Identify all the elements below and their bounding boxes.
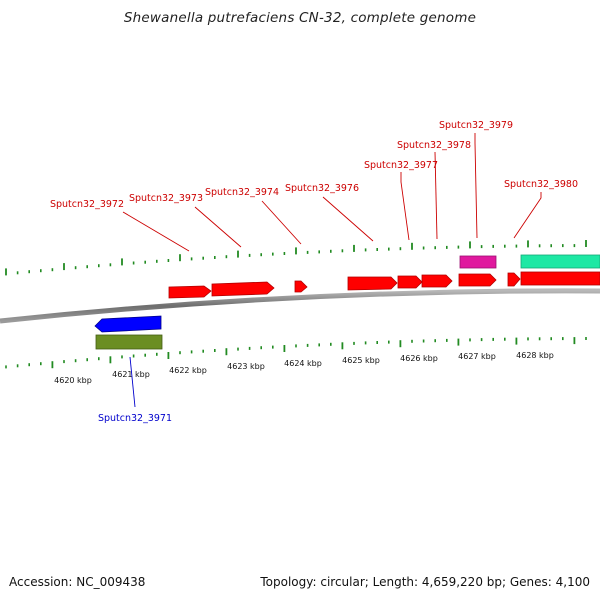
label-leader — [122, 211, 190, 252]
map-title: Shewanella putrefaciens CN-32, complete … — [123, 10, 477, 26]
axis-label: 4626 kbp — [400, 354, 438, 363]
gene-label[interactable]: Sputcn32_3977 — [364, 160, 438, 171]
upper-tick-row — [5, 240, 587, 276]
gene-label[interactable]: Sputcn32_3971 — [98, 413, 172, 424]
axis-label: 4620 kbp — [54, 376, 92, 385]
axis-label: 4624 kbp — [284, 359, 322, 368]
label-leader — [322, 196, 374, 242]
axis-labels: 4620 kbp 4621 kbp 4622 kbp 4623 kbp 4624… — [54, 351, 554, 385]
gene-feature-forward[interactable] — [211, 281, 275, 297]
misc-feature-olive[interactable] — [95, 334, 163, 350]
gene-label[interactable]: Sputcn32_3980 — [504, 179, 578, 190]
gene-feature-reverse[interactable] — [94, 315, 162, 333]
gene-feature-forward[interactable] — [458, 273, 497, 287]
forward-label-leaders — [122, 133, 542, 252]
label-leader — [129, 356, 136, 408]
gene-label[interactable]: Sputcn32_3974 — [205, 187, 279, 198]
gene-label[interactable]: Sputcn32_3972 — [50, 199, 124, 210]
gene-label[interactable]: Sputcn32_3973 — [129, 193, 203, 204]
genome-summary-text: Topology: circular; Length: 4,659,220 bp… — [260, 575, 590, 589]
axis-label: 4623 kbp — [227, 362, 265, 371]
lower-tick-row — [5, 337, 587, 369]
misc-feature-teal[interactable] — [520, 254, 600, 269]
gene-feature-forward[interactable] — [507, 272, 521, 287]
axis-label: 4627 kbp — [458, 352, 496, 361]
gene-label[interactable]: Sputcn32_3979 — [439, 120, 513, 131]
label-leader — [513, 192, 542, 239]
gene-feature-forward[interactable] — [397, 275, 423, 289]
forward-strand-features — [168, 254, 600, 299]
label-leader — [400, 172, 410, 241]
genome-backbone — [0, 288, 600, 324]
misc-feature-pink[interactable] — [459, 255, 497, 269]
gene-feature-forward[interactable] — [294, 280, 308, 293]
gene-feature-forward[interactable] — [168, 285, 212, 299]
gene-label[interactable]: Sputcn32_3976 — [285, 183, 359, 194]
axis-label: 4621 kbp — [112, 370, 150, 379]
gene-feature-forward[interactable] — [347, 276, 398, 291]
gene-feature-forward[interactable] — [421, 274, 453, 288]
label-leader — [434, 151, 438, 240]
gene-label[interactable]: Sputcn32_3978 — [397, 140, 471, 151]
reverse-strand-features — [94, 315, 163, 350]
accession-text: Accession: NC_009438 — [9, 575, 146, 589]
label-leader — [474, 133, 478, 239]
axis-label: 4622 kbp — [169, 366, 207, 375]
gene-feature-forward[interactable] — [520, 271, 600, 286]
reverse-label-leaders — [129, 356, 136, 408]
axis-label: 4625 kbp — [342, 356, 380, 365]
label-leader — [261, 200, 302, 245]
axis-label: 4628 kbp — [516, 351, 554, 360]
label-leader — [194, 206, 242, 248]
